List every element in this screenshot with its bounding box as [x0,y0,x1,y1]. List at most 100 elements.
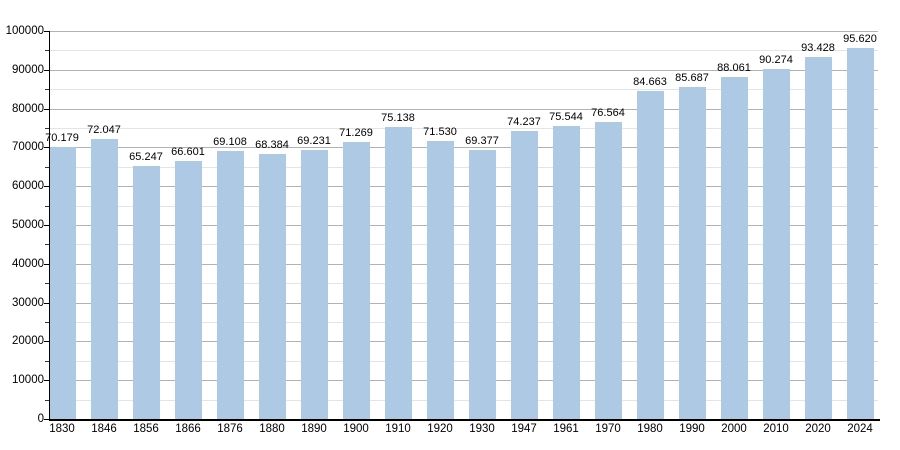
gridline-minor [50,360,878,362]
x-tick-label: 1980 [637,423,663,435]
bar-2020 [804,56,832,419]
bar-value-label: 69.377 [465,134,499,147]
gridline-major [50,147,878,149]
bar-value-label: 75.544 [549,110,583,123]
x-tick-label: 2020 [805,423,831,435]
x-tick-label: 1990 [679,423,705,435]
y-tick-label: 90000 [12,63,44,76]
x-tick-label: 1920 [427,423,453,435]
gridline-major [50,341,878,343]
bar-value-label: 95.620 [843,33,877,45]
bar-1970 [594,121,622,419]
bar-1876 [216,150,244,419]
bar-value-label: 88.061 [717,62,751,75]
gridline-minor [50,89,878,91]
bar-1866 [174,160,202,419]
x-tick-label: 2000 [721,423,747,435]
y-axis-tick [43,341,49,343]
y-axis-tick [43,31,49,32]
x-tick-label: 1856 [133,423,159,435]
y-axis-tick [43,302,49,304]
bar-1900 [342,142,370,419]
y-axis-tick [43,419,49,420]
bar-value-label: 75.138 [381,112,415,125]
bar-value-label: 85.687 [675,71,709,84]
y-tick-label: 0 [37,413,44,425]
gridline-major [50,225,878,226]
gridline-minor [50,166,878,168]
bar-value-label: 69.108 [213,135,247,148]
bar-1830 [48,146,76,419]
bar-value-label: 71.269 [339,127,373,140]
y-axis-tick [43,380,49,382]
x-tick-label: 1961 [553,423,579,435]
gridline-minor [50,205,878,207]
bar-value-label: 93.428 [801,41,835,54]
bar-2000 [720,77,748,419]
bar-value-label: 76.564 [591,106,625,119]
bar-value-label: 90.274 [759,53,793,66]
gridline-minor [50,128,878,129]
y-axis-tick [43,263,49,265]
bar-1930 [468,149,496,419]
x-tick-label: 1900 [343,423,369,435]
gridline-minor [50,244,878,246]
bar-1880 [258,153,286,419]
x-tick-label: 1947 [511,423,537,435]
bar-1961 [552,125,580,419]
bar-value-label: 69.231 [297,135,331,148]
bar-1910 [384,127,412,419]
x-tick-label: 2024 [847,423,873,435]
bar-value-label: 65.247 [129,150,163,163]
gridline-minor [50,399,878,401]
bar-1990 [678,86,706,419]
x-tick-label: 2010 [763,423,789,435]
bar-value-label: 72.047 [87,124,121,137]
y-tick-label: 20000 [12,335,44,348]
gridline-major [50,380,878,382]
y-axis-tick [43,69,49,71]
gridline-minor [50,50,878,52]
bar-1947 [510,130,538,419]
y-axis-tick [44,205,49,207]
bar-value-label: 66.601 [171,145,205,158]
bar-value-label: 71.530 [423,126,457,139]
bar-2010 [762,68,790,419]
bar-value-label: 84.663 [633,75,667,88]
y-axis-tick [44,128,49,129]
gridline-major [50,263,878,265]
gridline-major [50,302,878,304]
bar-1920 [426,141,454,419]
x-tick-label: 1880 [259,423,285,435]
y-axis-tick [44,322,49,323]
gridline-major [50,108,878,110]
gridline-minor [50,283,878,285]
y-axis-tick [44,50,49,52]
gridline-major [50,69,878,71]
y-axis-tick [44,360,49,362]
x-tick-label: 1970 [595,423,621,435]
x-tick-label: 1846 [91,423,117,435]
y-axis-tick [44,89,49,91]
y-axis-line [48,31,50,421]
bar-1890 [300,150,328,419]
y-axis-tick [44,244,49,246]
x-tick-label: 1866 [175,423,201,435]
x-tick-label: 1910 [385,423,411,435]
y-axis-tick [44,283,49,285]
gridline-major [50,31,878,32]
y-axis-tick [44,166,49,168]
bar-1846 [90,139,118,419]
bar-1980 [636,90,664,419]
y-tick-label: 80000 [12,102,44,115]
y-tick-label: 100000 [5,25,44,37]
y-tick-label: 70000 [12,141,44,154]
gridline-major [50,186,878,188]
bar-1856 [132,165,160,419]
x-tick-label: 1830 [49,423,75,435]
y-tick-label: 30000 [12,296,44,309]
bar-value-label: 74.237 [507,115,541,128]
gridline-minor [50,322,878,323]
x-tick-label: 1890 [301,423,327,435]
x-axis-line [48,419,880,421]
